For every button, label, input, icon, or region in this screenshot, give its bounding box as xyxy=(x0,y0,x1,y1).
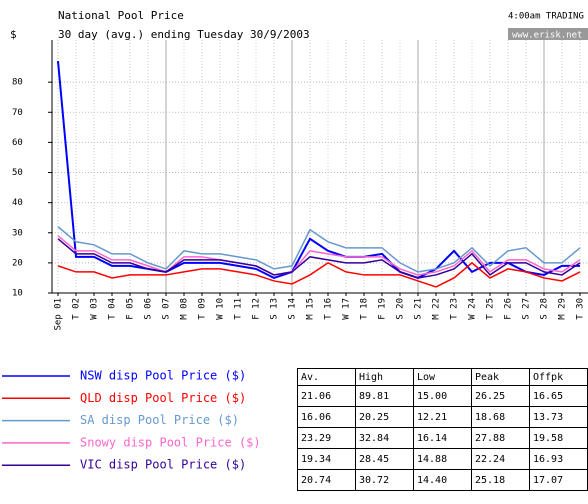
table-header-cell: High xyxy=(355,368,414,386)
table-cell: 22.24 xyxy=(471,448,530,470)
table-cell: 14.88 xyxy=(413,448,472,470)
x-tick-label: T 04 xyxy=(108,298,118,320)
source: www.erisk.net xyxy=(512,31,582,41)
table-cell: 28.45 xyxy=(355,448,414,470)
x-tick-label: Sep 01 xyxy=(54,298,64,331)
table-header-cell: Av. xyxy=(297,368,356,386)
x-tick-label: W 24 xyxy=(468,298,478,320)
table-cell: 21.06 xyxy=(297,385,356,407)
table-header-cell: Peak xyxy=(471,368,530,386)
x-tick-label: M 22 xyxy=(432,298,442,320)
table-header-row: Av. High Low Peak Offpk xyxy=(297,368,588,386)
timestamp: 4:00am TRADING xyxy=(508,12,584,22)
x-tick-label: T 25 xyxy=(486,298,496,320)
table-cell: 27.88 xyxy=(471,427,530,449)
table-cell: 16.65 xyxy=(529,385,588,407)
table-cell: 17.07 xyxy=(529,469,588,491)
x-tick-label: S 21 xyxy=(414,298,424,320)
y-tick-label: 40 xyxy=(12,198,23,208)
table-row: 23.29 32.84 16.14 27.88 19.58 xyxy=(297,427,588,449)
table-cell: 25.18 xyxy=(471,469,530,491)
table-cell: 13.73 xyxy=(529,406,588,428)
table-cell: 30.72 xyxy=(355,469,414,491)
x-tick-label: W 17 xyxy=(342,298,352,320)
legend-label: NSW disp Pool Price ($) xyxy=(80,369,246,383)
table-cell: 20.25 xyxy=(355,406,414,428)
x-tick-label: F 19 xyxy=(378,298,388,320)
y-tick-label: 80 xyxy=(12,78,23,88)
x-tick-label: W 10 xyxy=(216,298,226,320)
x-tick-label: S 27 xyxy=(522,298,532,320)
table-cell: 16.14 xyxy=(413,427,472,449)
x-tick-label: T 16 xyxy=(324,298,334,320)
table-row: 19.34 28.45 14.88 22.24 16.93 xyxy=(297,448,588,470)
legend-label: QLD disp Pool Price ($) xyxy=(80,391,246,405)
table-cell: 89.81 xyxy=(355,385,414,407)
y-tick-label: 10 xyxy=(12,289,23,299)
table-cell: 26.25 xyxy=(471,385,530,407)
x-tick-label: T 23 xyxy=(450,298,460,320)
table-cell: 18.68 xyxy=(471,406,530,428)
table-row: 20.74 30.72 14.40 25.18 17.07 xyxy=(297,469,588,491)
table-row: 16.06 20.25 12.21 18.68 13.73 xyxy=(297,406,588,428)
y-tick-label: 20 xyxy=(12,258,23,268)
x-tick-label: F 05 xyxy=(126,298,136,320)
y-axis-label: $ xyxy=(10,28,17,41)
x-tick-label: M 15 xyxy=(306,298,316,320)
x-tick-label: S 28 xyxy=(540,298,550,320)
y-tick-label: 30 xyxy=(12,228,23,238)
legend-label: SA disp Pool Price ($) xyxy=(80,413,239,427)
x-tick-label: S 14 xyxy=(288,298,298,320)
y-tick-label: 50 xyxy=(12,168,23,178)
chart-subtitle: 30 day (avg.) ending Tuesday 30/9/2003 xyxy=(58,28,310,41)
x-tick-label: S 20 xyxy=(396,298,406,320)
x-tick-label: F 26 xyxy=(504,298,514,320)
series-line xyxy=(57,238,581,279)
x-tick-label: S 07 xyxy=(162,298,172,320)
table-cell: 16.06 xyxy=(297,406,356,428)
series-line xyxy=(57,226,581,273)
x-tick-label: W 03 xyxy=(90,298,100,320)
y-tick-label: 70 xyxy=(12,108,23,118)
x-tick-label: T 09 xyxy=(198,298,208,320)
stats-table: Av. High Low Peak Offpk 21.06 89.81 15.00 26.25 1… xyxy=(297,368,588,491)
x-tick-label: S 06 xyxy=(144,298,154,320)
table-cell: 19.34 xyxy=(297,448,356,470)
table-cell: 32.84 xyxy=(355,427,414,449)
table-cell: 14.40 xyxy=(413,469,472,491)
x-tick-label: T 02 xyxy=(72,298,82,320)
table-row: 21.06 89.81 15.00 26.25 16.65 xyxy=(297,385,588,407)
x-tick-label: M 29 xyxy=(558,298,568,320)
table-header-cell: Offpk xyxy=(529,368,588,386)
table-cell: 20.74 xyxy=(297,469,356,491)
x-tick-label: T 30 xyxy=(576,298,586,320)
x-tick-label: T 18 xyxy=(360,298,370,320)
x-tick-label: M 08 xyxy=(180,298,190,320)
source-box xyxy=(508,28,588,40)
series-line xyxy=(57,235,581,276)
table-cell: 19.58 xyxy=(529,427,588,449)
x-tick-label: S 13 xyxy=(270,298,280,320)
table-cell: 12.21 xyxy=(413,406,472,428)
legend-label: Snowy disp Pool Price ($) xyxy=(80,435,261,449)
series-line xyxy=(57,60,580,280)
series-line xyxy=(57,261,581,288)
table-cell: 16.93 xyxy=(529,448,588,470)
table-header-cell: Low xyxy=(413,368,472,386)
legend-label: VIC disp Pool Price ($) xyxy=(80,458,246,472)
table-cell: 15.00 xyxy=(413,385,472,407)
y-tick-label: 60 xyxy=(12,138,23,148)
chart-title: National Pool Price xyxy=(58,9,184,22)
table-cell: 23.29 xyxy=(297,427,356,449)
x-tick-label: F 12 xyxy=(252,298,262,320)
x-tick-label: T 11 xyxy=(234,298,244,320)
